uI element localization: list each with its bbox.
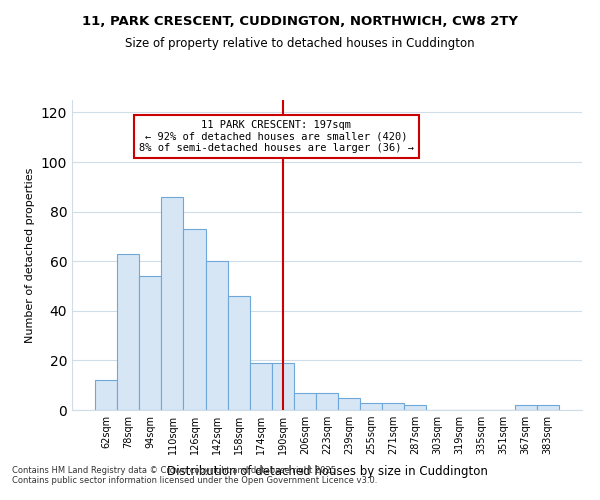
Bar	[515, 405, 537, 410]
Bar	[206, 261, 227, 410]
Text: Contains HM Land Registry data © Crown copyright and database right 2025.
Contai: Contains HM Land Registry data © Crown c…	[12, 466, 377, 485]
Bar	[537, 405, 559, 410]
Text: 11 PARK CRESCENT: 197sqm
← 92% of detached houses are smaller (420)
8% of semi-d: 11 PARK CRESCENT: 197sqm ← 92% of detach…	[139, 120, 414, 153]
Bar	[139, 276, 161, 410]
Bar	[316, 392, 338, 410]
Bar	[382, 402, 404, 410]
Bar	[404, 405, 427, 410]
Bar	[95, 380, 117, 410]
Bar	[250, 363, 272, 410]
Y-axis label: Number of detached properties: Number of detached properties	[25, 168, 35, 342]
Bar	[161, 196, 184, 410]
X-axis label: Distribution of detached houses by size in Cuddington: Distribution of detached houses by size …	[167, 466, 487, 478]
Bar	[272, 363, 294, 410]
Bar	[294, 392, 316, 410]
Bar	[360, 402, 382, 410]
Text: Size of property relative to detached houses in Cuddington: Size of property relative to detached ho…	[125, 38, 475, 51]
Text: 11, PARK CRESCENT, CUDDINGTON, NORTHWICH, CW8 2TY: 11, PARK CRESCENT, CUDDINGTON, NORTHWICH…	[82, 15, 518, 28]
Bar	[227, 296, 250, 410]
Bar	[117, 254, 139, 410]
Bar	[338, 398, 360, 410]
Bar	[184, 229, 206, 410]
